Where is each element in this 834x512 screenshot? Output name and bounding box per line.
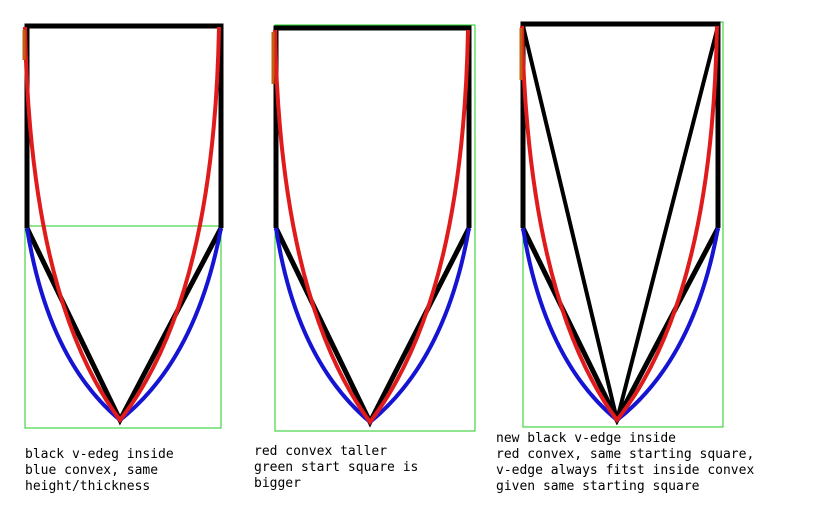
blue-convex-curve — [274, 227, 471, 425]
caption-line: red convex, same starting square, — [496, 447, 755, 462]
panel-3 — [519, 21, 724, 428]
caption-panel-3: new black v-edge inside red convex, same… — [496, 431, 754, 495]
red-convex-curve — [520, 25, 719, 424]
caption-line: given same starting square — [496, 479, 700, 494]
green-start-square — [522, 21, 724, 428]
black-outline — [273, 25, 472, 228]
green-start-square — [274, 24, 476, 432]
caption-panel-2: red convex taller green start square is … — [254, 444, 418, 492]
panel-2 — [271, 24, 476, 432]
caption-line: height/thickness — [25, 479, 151, 494]
caption-line: black v-edeg inside — [25, 447, 174, 462]
caption-panel-1: black v-edeg inside blue convex, same he… — [25, 447, 174, 495]
caption-line: new black v-edge inside — [496, 431, 677, 446]
black-outline — [520, 21, 721, 228]
new-black-v-edge — [521, 25, 720, 421]
caption-line: bigger — [254, 476, 301, 491]
red-convex-curve — [23, 26, 221, 424]
red-convex-curve — [273, 29, 470, 426]
caption-line: blue convex, same — [25, 463, 159, 478]
green-start-square — [24, 225, 222, 429]
caption-line: red convex taller — [254, 444, 388, 459]
caption-line: v-edge always fitst inside convex — [496, 463, 755, 478]
panel-1 — [22, 23, 224, 429]
black-outline — [24, 23, 224, 228]
caption-line: green start square is — [254, 460, 419, 475]
